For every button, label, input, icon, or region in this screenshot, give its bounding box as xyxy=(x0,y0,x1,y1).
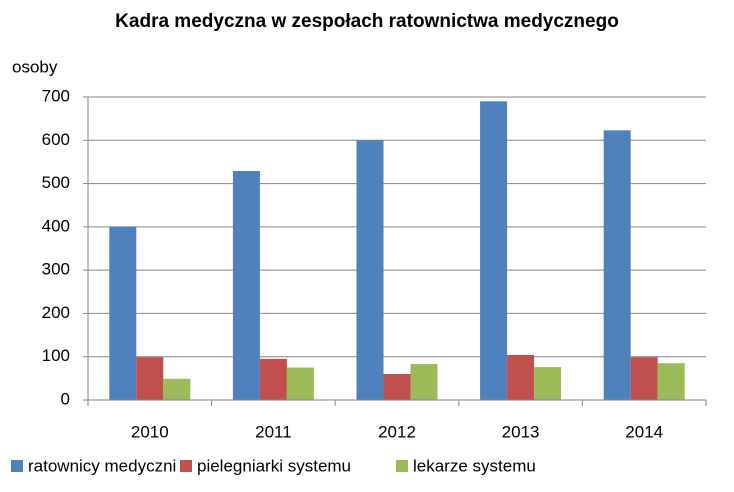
legend-swatch xyxy=(396,460,408,472)
bar xyxy=(259,358,287,400)
bar xyxy=(630,357,658,400)
bar xyxy=(534,367,562,400)
bar xyxy=(356,140,384,401)
x-tick-label: 2011 xyxy=(255,422,292,441)
x-tick-label: 2014 xyxy=(625,422,663,441)
bar xyxy=(410,364,438,400)
legend-label: pielegniarki systemu xyxy=(197,456,351,475)
bar xyxy=(507,354,535,400)
bar xyxy=(286,367,314,400)
y-tick-label: 200 xyxy=(42,303,70,322)
legend-label: lekarze systemu xyxy=(413,456,536,475)
y-axis-label: osoby xyxy=(12,57,58,76)
bar xyxy=(163,378,191,400)
bar xyxy=(109,226,137,400)
legend-swatch xyxy=(180,460,192,472)
x-tick-label: 2010 xyxy=(131,422,169,441)
bar xyxy=(480,101,508,400)
bar xyxy=(657,363,685,400)
bar xyxy=(136,357,164,400)
y-tick-label: 400 xyxy=(42,216,70,235)
y-tick-label: 100 xyxy=(42,346,70,365)
y-tick-label: 0 xyxy=(61,389,70,408)
x-tick-label: 2012 xyxy=(378,422,416,441)
bar xyxy=(232,171,260,400)
bar xyxy=(383,374,411,400)
y-tick-label: 300 xyxy=(42,260,70,279)
y-tick-label: 600 xyxy=(42,130,70,149)
bar xyxy=(603,130,631,400)
legend-swatch xyxy=(11,460,23,472)
chart-title: Kadra medyczna w zespołach ratownictwa m… xyxy=(115,11,619,32)
legend-label: ratownicy medyczni xyxy=(28,456,176,475)
y-tick-label: 700 xyxy=(42,86,70,105)
x-tick-label: 2013 xyxy=(502,422,540,441)
y-tick-label: 500 xyxy=(42,173,70,192)
